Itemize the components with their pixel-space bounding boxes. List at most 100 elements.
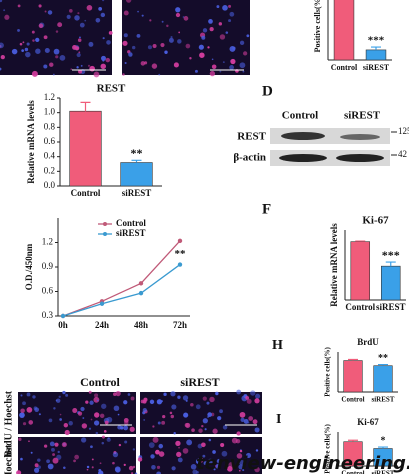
decor	[0, 0, 262, 474]
cell	[229, 11, 235, 17]
cell	[123, 400, 128, 405]
cell	[78, 69, 83, 74]
significance: *	[381, 435, 386, 446]
cell	[17, 4, 21, 8]
cell	[79, 36, 81, 39]
cell	[112, 461, 115, 465]
cell	[245, 396, 250, 400]
cell	[19, 412, 25, 419]
cell	[160, 42, 165, 48]
cell	[236, 453, 243, 459]
cell	[183, 16, 189, 21]
cell	[225, 31, 229, 34]
point	[177, 262, 183, 267]
significance: **	[175, 248, 187, 260]
cell	[243, 51, 248, 56]
image-column: Control	[80, 375, 120, 389]
panel-letter: H	[272, 338, 283, 353]
y-axis-label: Relative mRNA levels	[26, 100, 36, 184]
cell	[231, 437, 238, 444]
x-tick-label: Control	[71, 188, 101, 198]
cell	[51, 447, 55, 452]
cell	[95, 17, 101, 23]
cell	[73, 459, 76, 463]
cell	[219, 34, 226, 40]
legend-label: Control	[116, 218, 146, 228]
cell	[124, 440, 128, 444]
cell	[26, 407, 33, 413]
cell	[38, 4, 42, 8]
cell	[123, 33, 128, 38]
cell	[212, 450, 216, 454]
cell	[202, 396, 207, 401]
chart-title: REST	[97, 83, 126, 95]
cell	[175, 440, 181, 447]
series-line	[62, 240, 181, 317]
cell	[21, 49, 24, 52]
cell	[149, 19, 152, 22]
cell	[164, 50, 168, 54]
cell	[101, 403, 107, 409]
y-tick-label: 1.2	[42, 237, 53, 247]
cell	[57, 22, 63, 28]
cell	[43, 444, 48, 448]
cell	[242, 469, 245, 472]
cell	[219, 409, 223, 414]
cell	[168, 37, 174, 43]
cell	[20, 394, 23, 397]
cell	[88, 390, 92, 394]
cell	[46, 459, 50, 464]
cell	[208, 19, 213, 24]
micrograph	[0, 0, 112, 75]
cell	[132, 45, 136, 50]
cell	[43, 64, 48, 69]
cell	[94, 393, 99, 398]
cell	[11, 48, 18, 55]
cell	[236, 389, 242, 395]
x-tick-label: siREST	[376, 302, 406, 312]
y-axis-label: Positive cells(%)	[324, 424, 332, 474]
cell	[59, 54, 66, 61]
image-row-label: Hoechst	[3, 444, 14, 474]
bar	[333, 0, 355, 61]
cell	[44, 10, 47, 13]
cell	[202, 418, 208, 424]
cell	[222, 425, 228, 430]
cell	[195, 458, 202, 465]
cell	[170, 36, 173, 39]
panel-letter: I	[276, 412, 281, 427]
cell	[158, 451, 165, 457]
cell	[26, 42, 30, 46]
cell	[220, 442, 225, 448]
y-tick-label: 0.6	[42, 286, 54, 296]
cell	[212, 428, 218, 434]
cell	[156, 465, 161, 469]
cell	[91, 466, 94, 469]
cell	[137, 457, 143, 462]
cell	[86, 465, 90, 469]
cell	[216, 458, 222, 464]
x-tick-label: Control	[341, 470, 364, 474]
x-tick-label: Control	[341, 396, 364, 404]
cell	[101, 55, 106, 61]
cell	[191, 428, 195, 432]
cell	[76, 66, 79, 69]
cell	[22, 401, 26, 406]
cell	[151, 63, 158, 69]
blot-band	[336, 154, 384, 162]
cell	[252, 419, 258, 425]
cell	[70, 68, 73, 71]
cell	[161, 20, 164, 23]
cell	[28, 420, 34, 425]
cell	[77, 12, 80, 15]
cell	[49, 441, 55, 447]
cell	[32, 39, 35, 42]
cell	[80, 437, 87, 443]
cell	[86, 468, 89, 471]
blot-row: β-actin	[233, 152, 266, 164]
cell	[158, 73, 161, 76]
cell	[198, 44, 204, 50]
cell	[156, 399, 163, 405]
cell	[222, 61, 225, 64]
cell	[175, 7, 181, 13]
